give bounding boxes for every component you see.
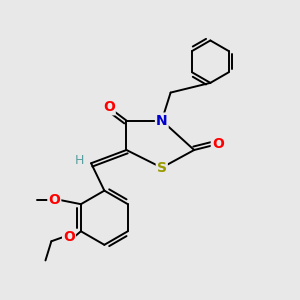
Text: N: N — [156, 114, 168, 128]
Text: H: H — [75, 154, 85, 167]
Text: S: S — [157, 161, 167, 175]
Text: O: O — [212, 137, 224, 151]
Text: O: O — [48, 193, 60, 207]
Text: O: O — [103, 100, 115, 114]
Text: O: O — [63, 230, 75, 244]
